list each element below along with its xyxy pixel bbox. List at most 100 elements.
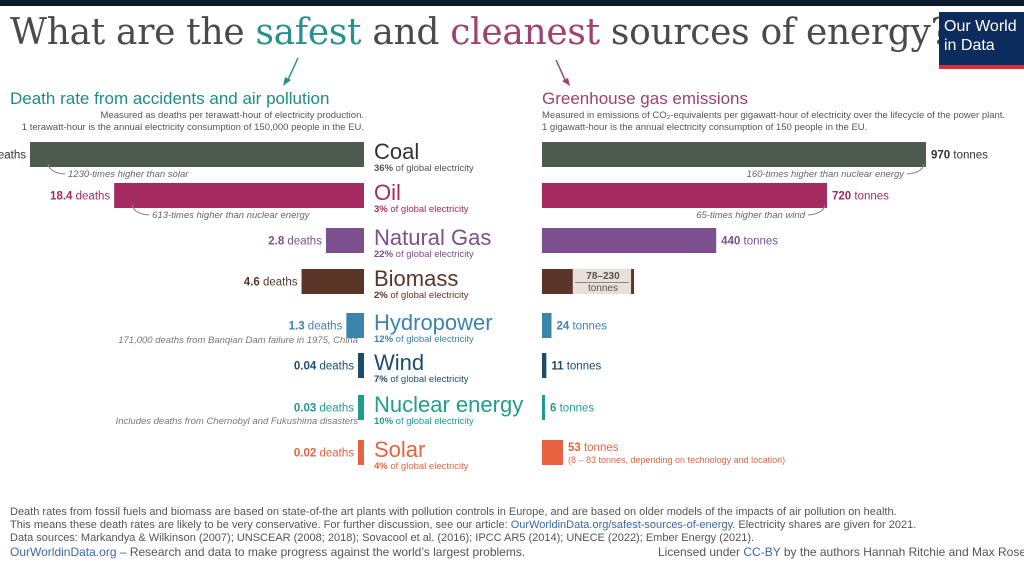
- logo-line-2: in Data: [944, 37, 995, 54]
- license-link[interactable]: CC-BY: [743, 545, 781, 559]
- death-bar: [358, 395, 364, 420]
- share-suffix: of global electricity: [393, 334, 474, 345]
- death-label: 2.8 deaths: [268, 236, 322, 248]
- emission-label: 11 tonnes: [551, 361, 601, 373]
- emission-bar: [542, 142, 926, 167]
- death-bar: [301, 269, 364, 294]
- death-unit: deaths: [284, 236, 322, 248]
- source-name: Solar: [374, 437, 425, 462]
- share-value: 4%: [374, 461, 388, 472]
- page-title: What are the safest and cleanest sources…: [10, 12, 950, 53]
- death-label: 24.6 deaths: [0, 150, 26, 162]
- emission-bar: [542, 395, 545, 420]
- share-value: 36%: [374, 163, 394, 174]
- electricity-share: 4% of global electricity: [374, 461, 469, 472]
- share-suffix: of global electricity: [388, 461, 469, 472]
- share-suffix: of global electricity: [393, 249, 474, 260]
- death-unit: deaths: [316, 361, 354, 373]
- source-name: Coal: [374, 139, 419, 164]
- emission-note: 65-times higher than wind: [696, 210, 805, 221]
- emission-value: 970: [931, 150, 950, 162]
- electricity-share: 10% of global electricity: [374, 416, 474, 427]
- footer: Death rates from fossil fuels and biomas…: [10, 506, 1024, 559]
- emission-range-unit: tonnes: [588, 283, 618, 294]
- share-value: 12%: [374, 334, 394, 345]
- emission-range-band: [572, 269, 634, 294]
- source-name: Hydropower: [374, 310, 493, 335]
- death-note-arrow-icon: [131, 204, 150, 216]
- death-unit: deaths: [316, 403, 354, 415]
- right-panel-subtitle-2: 1 gigawatt-hour is the annual electricit…: [542, 122, 868, 133]
- footer-bottom: OurWorldinData.org – Research and data t…: [10, 545, 1024, 559]
- emission-bar: [542, 440, 563, 465]
- right-panel-title: Greenhouse gas emissions: [542, 89, 749, 108]
- death-value: 0.02: [294, 448, 316, 460]
- article-link[interactable]: OurWorldinData.org/safest-sources-of-ene…: [510, 519, 733, 531]
- emission-unit: tonnes: [569, 321, 607, 333]
- death-bar: [358, 353, 364, 378]
- chart-rows: 24.6 deaths 1230-times higher than solar C…: [0, 139, 988, 472]
- share-suffix: of global electricity: [393, 163, 474, 174]
- emission-bar: [542, 353, 547, 378]
- share-suffix: of global electricity: [388, 374, 469, 385]
- emission-note: (8 – 83 tonnes, depending on technology …: [568, 455, 785, 465]
- emission-unit: tonnes: [950, 150, 988, 162]
- emission-note: 160-times higher than nuclear energy: [747, 169, 906, 180]
- death-note: 171,000 deaths from Banqian Dam failure …: [118, 335, 358, 346]
- emission-label: 970 tonnes: [931, 150, 988, 162]
- emission-unit: tonnes: [851, 191, 889, 203]
- left-panel-subtitle-2: 1 terawatt-hour is the annual electricit…: [21, 122, 364, 133]
- right-panel-subtitle-1: Measured in emissions of CO₂-equivalents…: [542, 110, 1006, 121]
- title-cleanest: cleanest: [450, 12, 600, 53]
- emission-range-label: 78–230: [586, 271, 620, 282]
- license-text: Licensed under: [657, 545, 744, 559]
- emission-label: 6 tonnes: [550, 403, 594, 415]
- death-label: 4.6 deaths: [244, 277, 298, 289]
- emission-note-arrow-icon: [906, 163, 925, 175]
- death-note: Includes deaths from Chernobyl and Fukus…: [116, 416, 359, 427]
- owid-logo[interactable]: Our World in Data: [939, 12, 1024, 69]
- electricity-share: 2% of global electricity: [374, 290, 469, 301]
- emission-label: 440 tonnes: [721, 236, 778, 248]
- death-value: 1.3: [289, 321, 305, 333]
- death-value: 4.6: [244, 277, 260, 289]
- safest-arrowhead-icon: [283, 77, 291, 86]
- death-value: 18.4: [50, 191, 73, 203]
- electricity-share: 12% of global electricity: [374, 334, 474, 345]
- footer-line-2: This means these death rates are likely …: [10, 519, 1020, 532]
- death-label: 0.04 deaths: [294, 361, 354, 373]
- site-link[interactable]: OurWorldinData.org: [10, 545, 117, 559]
- emission-unit: tonnes: [581, 442, 619, 454]
- energy-safety-chart: 24.6 deaths 1230-times higher than solar C…: [0, 57, 988, 472]
- death-note-arrow-icon: [47, 163, 66, 175]
- death-bar: [346, 313, 364, 338]
- share-value: 3%: [374, 204, 388, 215]
- death-label: 0.02 deaths: [294, 448, 354, 460]
- emission-unit: tonnes: [740, 236, 778, 248]
- emission-label: 720 tonnes: [832, 191, 889, 203]
- death-bar: [325, 228, 364, 253]
- share-value: 7%: [374, 374, 388, 385]
- death-unit: deaths: [72, 191, 110, 203]
- share-suffix: of global electricity: [388, 204, 469, 215]
- emission-value: 53: [568, 442, 581, 454]
- emission-label: 24 tonnes: [557, 321, 608, 333]
- title-safest: safest: [255, 12, 362, 53]
- share-value: 10%: [374, 416, 394, 427]
- death-value: 0.03: [294, 403, 316, 415]
- title-part: sources of energy?: [599, 12, 950, 53]
- share-value: 22%: [374, 249, 394, 260]
- death-unit: deaths: [0, 150, 26, 162]
- death-unit: deaths: [316, 448, 354, 460]
- death-label: 18.4 deaths: [50, 191, 110, 203]
- logo-line-1: Our World: [944, 18, 1017, 35]
- death-label: 1.3 deaths: [289, 321, 343, 333]
- death-unit: deaths: [260, 277, 298, 289]
- source-name: Wind: [374, 350, 424, 375]
- source-name: Natural Gas: [374, 225, 491, 250]
- death-bar: [358, 440, 364, 465]
- license-authors: by the authors Hannah Ritchie and Max Ro…: [780, 545, 1024, 559]
- footer-line-1: Death rates from fossil fuels and biomas…: [10, 506, 897, 518]
- title-part: and: [361, 12, 451, 53]
